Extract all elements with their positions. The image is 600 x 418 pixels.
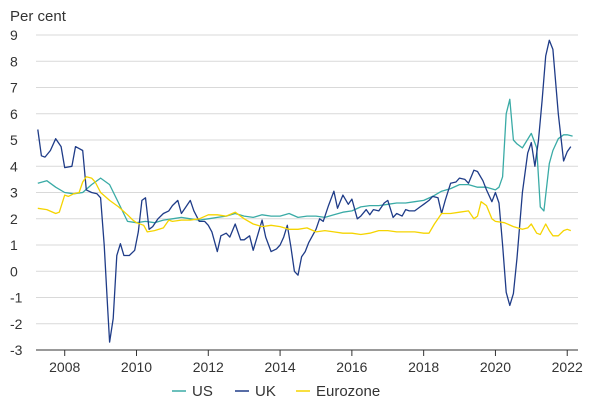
x-tick-label: 2018: [408, 359, 439, 375]
y-axis-label: Per cent: [10, 8, 67, 25]
y-tick-label: 5: [10, 132, 18, 148]
series-lines: [37, 39, 573, 343]
x-tick-label: 2012: [193, 359, 224, 375]
y-tick-label: 9: [10, 27, 18, 43]
x-tick-label: 2022: [552, 359, 583, 375]
legend-label-uk: UK: [255, 383, 276, 400]
x-tick-label: 2016: [336, 359, 367, 375]
y-tick-label: 8: [10, 53, 18, 69]
y-tick-label: 2: [10, 211, 18, 227]
series-line-eurozone: [37, 176, 572, 237]
y-tick-label: 4: [10, 158, 18, 174]
y-tick-label: 3: [10, 185, 18, 201]
y-tick-label: -3: [10, 342, 23, 358]
legend: US UK Eurozone: [172, 383, 380, 400]
x-tick-label: 2008: [49, 359, 80, 375]
y-tick-label: 0: [10, 263, 18, 279]
y-tick-label: 7: [10, 80, 18, 96]
y-tick-labels: -3 -2 -1 0 1 2 3 4 5 6 7 8 9: [10, 27, 23, 358]
grid-lines: [36, 34, 578, 351]
x-tick-labels: 2008 2010 2012 2014 2016 2018 2020 2022: [36, 349, 583, 375]
x-tick-label: 2014: [265, 359, 296, 375]
x-tick-label: 2020: [480, 359, 511, 375]
y-tick-label: -2: [10, 316, 23, 332]
series-line-uk: [37, 39, 572, 343]
legend-label-us: US: [192, 383, 213, 400]
y-tick-label: 6: [10, 106, 18, 122]
legend-label-eurozone: Eurozone: [316, 383, 380, 400]
series-line-us: [37, 98, 573, 224]
x-tick-label: 2010: [121, 359, 152, 375]
y-tick-label: -1: [10, 290, 23, 306]
y-tick-label: 1: [10, 237, 18, 253]
